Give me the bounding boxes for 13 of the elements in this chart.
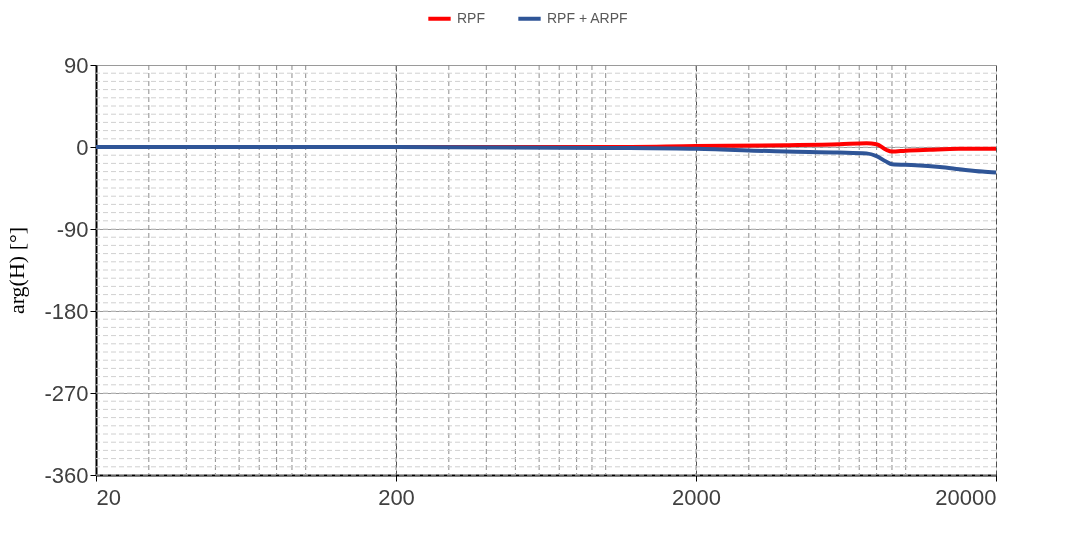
- legend-label: RPF: [457, 9, 485, 26]
- x-tick-label: 20000: [935, 484, 997, 510]
- x-tick-label: 200: [378, 484, 415, 510]
- y-tick-label: -90: [56, 216, 89, 242]
- y-tick-label: -270: [44, 380, 89, 406]
- x-tick-label: 2000: [672, 484, 721, 510]
- y-tick-label: -360: [44, 462, 89, 488]
- x-tick-label: 20: [96, 484, 121, 510]
- y-tick-label: 0: [76, 134, 89, 160]
- y-tick-label: -180: [44, 298, 89, 324]
- legend-label: RPF + ARPF: [547, 9, 628, 26]
- y-tick-label: 90: [64, 52, 89, 78]
- y-axis-title: arg(H) [°]: [4, 226, 30, 315]
